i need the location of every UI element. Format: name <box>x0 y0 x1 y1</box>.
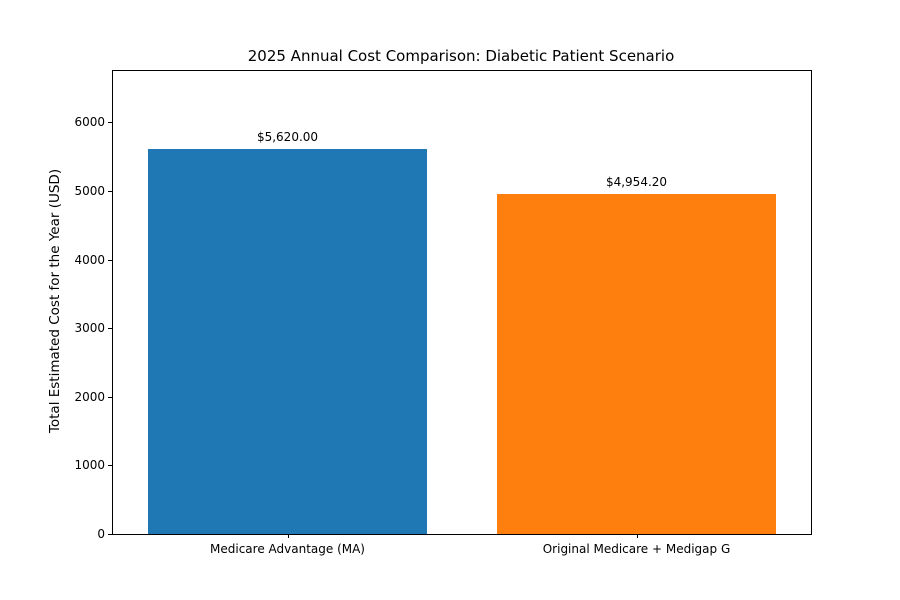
y-tick-label: 2000 <box>74 389 105 404</box>
y-tick-mark <box>108 534 112 535</box>
y-tick-label: 0 <box>97 527 105 541</box>
y-tick-mark <box>108 191 112 193</box>
bar-value-label: $5,620.00 <box>256 129 319 144</box>
x-tick-label: Original Medicare + Medigap G <box>542 542 731 556</box>
plot-area: 0 1000 2000 3000 4000 5000 6000 $5,620.00 Medica… <box>74 70 812 556</box>
y-tick-mark <box>108 259 112 261</box>
bar <box>147 148 428 534</box>
y-tick-label: 1000 <box>74 458 105 473</box>
y-tick-mark <box>108 328 112 330</box>
bar <box>496 194 777 534</box>
y-tick-mark <box>108 396 112 398</box>
x-tick-label: Medicare Advantage (MA) <box>210 542 365 556</box>
y-tick-mark <box>108 465 112 467</box>
y-tick-label: 3000 <box>74 321 105 336</box>
x-tick-mark <box>287 534 289 538</box>
y-tick-label: 5000 <box>74 184 105 199</box>
y-tick-mark <box>108 122 112 124</box>
bar-value-label: $4,954.20 <box>605 175 668 190</box>
x-tick-mark <box>636 534 638 538</box>
y-tick-label: 6000 <box>74 115 105 130</box>
y-tick-label: 4000 <box>74 252 105 267</box>
y-axis-label: Total Estimated Cost for the Year (USD) <box>47 168 63 434</box>
chart-title: 2025 Annual Cost Comparison: Diabetic Pa… <box>247 47 675 65</box>
